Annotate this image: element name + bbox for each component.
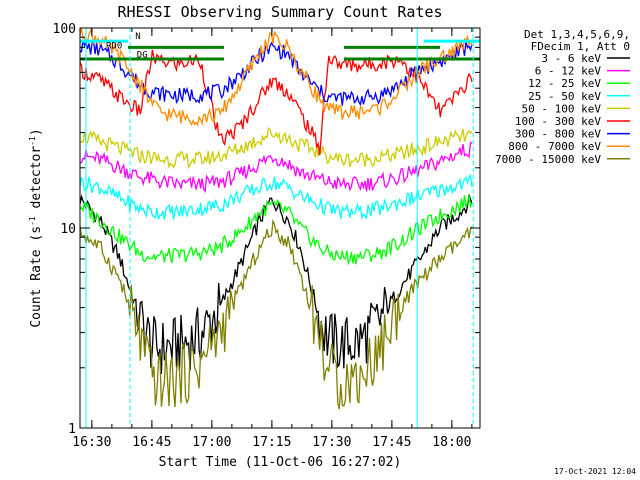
y-tick-label: 10 [60,222,76,237]
legend-entry-label: 6 - 12 keV [535,65,602,78]
x-tick-label: 17:45 [372,435,411,450]
series-line-800-7000kev [79,27,473,127]
series-line-50-100kev [79,126,473,170]
x-tick-label: 16:45 [132,435,171,450]
series-line-6-12kev [79,141,473,194]
annotation-2: DG [137,51,148,61]
y-axis: 100 10 1 [53,22,480,437]
legend-entry-label: 300 - 800 keV [515,128,601,141]
x-tick-label: 16:30 [72,435,111,450]
x-axis-label: Start Time (11-Oct-06 16:27:02) [159,455,402,470]
series-line-300-800kev [79,39,473,107]
y-axis-label-mid: detector [29,146,44,217]
annotation-1: N [135,32,140,42]
x-tick-label: 17:15 [252,435,291,450]
x-tick-label: 18:00 [432,435,471,450]
series-line-7000-15000kev [79,218,473,410]
legend-entry-label: 800 - 7000 keV [508,140,601,153]
legend-header-line: Det 1,3,4,5,6,9, [524,28,630,41]
y-axis-label-sup1: -1 [28,216,37,226]
series-line-12-25kev [79,195,473,266]
series-line-3-6kev [79,194,473,374]
legend-entry-label: 7000 - 15000 keV [495,153,601,166]
series-layer [79,27,473,410]
date-stamp: 17-Oct-2021 12:04 [554,467,636,476]
chart-title: RHESSI Observing Summary Count Rates [117,3,442,21]
x-tick-label: 17:30 [312,435,351,450]
y-axis-label-end: ) [29,128,44,136]
legend-entry-label: 100 - 300 keV [515,115,601,128]
y-axis-label-sup2: -1 [28,136,37,146]
series-line-25-50kev [79,173,473,221]
y-axis-label: Count Rate (s-1 detector-1) [28,128,44,327]
flag-layer [80,39,480,61]
y-tick-label: 100 [53,22,76,37]
legend-entry-label: 3 - 6 keV [541,52,601,65]
x-tick-label: 17:00 [192,435,231,450]
legend-header-line: FDecim 1, Att 0 [531,40,630,53]
annotation-0: RD0 [106,41,122,51]
legend-entry-label: 12 - 25 keV [528,77,601,90]
series-line-100-300kev [79,49,473,156]
y-tick-label: 1 [68,422,76,437]
legend-entry-label: 50 - 100 keV [522,102,602,115]
annotation-layer: RD0 N DG [106,32,148,61]
x-axis: 16:30 16:45 17:00 17:15 17:30 17:45 18:00 [72,28,473,450]
y-axis-label-main: Count Rate (s [29,226,44,328]
legend: Det 1,3,4,5,6,9,FDecim 1, Att 03 - 6 keV… [495,28,630,166]
legend-entry-label: 25 - 50 keV [528,90,601,103]
